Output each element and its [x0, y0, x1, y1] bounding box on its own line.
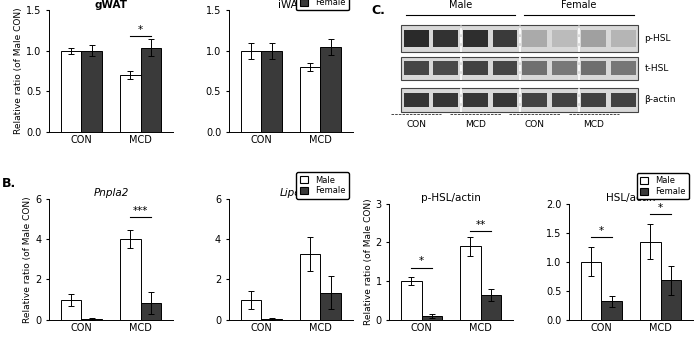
Bar [522, 93, 547, 107]
Text: t-HSL: t-HSL [645, 64, 668, 73]
Bar [433, 30, 459, 47]
Bar [522, 61, 547, 75]
Y-axis label: Relative ratio (of Male CON): Relative ratio (of Male CON) [14, 8, 23, 135]
Legend: Male, Female: Male, Female [296, 172, 349, 198]
Text: C.: C. [371, 4, 385, 17]
Bar [481, 295, 501, 320]
Bar [433, 61, 459, 75]
Bar [401, 57, 638, 80]
Bar [261, 319, 282, 320]
Bar [120, 75, 141, 132]
Bar [404, 61, 428, 75]
Bar [141, 47, 161, 132]
Bar [582, 61, 606, 75]
Title: HSL/actin: HSL/actin [606, 193, 656, 203]
Bar [241, 300, 261, 320]
Text: *: * [138, 25, 143, 35]
Bar [120, 239, 141, 320]
Bar [404, 93, 428, 107]
Bar [433, 93, 459, 107]
Bar [241, 51, 261, 132]
Legend: Male, Female: Male, Female [296, 0, 349, 10]
Bar [601, 301, 622, 320]
Bar [640, 241, 661, 320]
Text: CON: CON [406, 120, 426, 129]
Text: MCD: MCD [465, 120, 486, 129]
Bar [463, 93, 488, 107]
Bar [401, 281, 421, 320]
Y-axis label: Relative ratio (of Male CON): Relative ratio (of Male CON) [363, 198, 372, 325]
Bar [81, 51, 102, 132]
Bar [552, 30, 577, 47]
Text: ***: *** [133, 205, 148, 215]
Text: A.: A. [2, 0, 17, 1]
Bar [522, 30, 547, 47]
Text: B.: B. [2, 177, 16, 190]
Text: β-actin: β-actin [645, 96, 676, 105]
Text: Male: Male [449, 0, 472, 10]
Bar [300, 67, 321, 132]
Text: *: * [599, 226, 604, 236]
Bar [552, 61, 577, 75]
Y-axis label: Relative ratio (of Male CON): Relative ratio (of Male CON) [23, 196, 32, 323]
Title: Lipe: Lipe [280, 188, 302, 198]
Bar [463, 30, 488, 47]
Bar [460, 246, 481, 320]
Bar [581, 262, 601, 320]
Text: CON: CON [525, 120, 545, 129]
Bar [421, 316, 442, 320]
Bar [661, 280, 681, 320]
Title: p-HSL/actin: p-HSL/actin [421, 193, 481, 203]
Text: *: * [658, 203, 663, 213]
Bar [582, 93, 606, 107]
Bar [141, 303, 161, 320]
Bar [611, 61, 636, 75]
Legend: Male, Female: Male, Female [637, 173, 689, 200]
Bar [81, 319, 102, 320]
Text: MCD: MCD [584, 120, 604, 129]
Bar [61, 51, 81, 132]
Bar [493, 30, 517, 47]
Bar [611, 93, 636, 107]
Text: p-HSL: p-HSL [645, 34, 671, 43]
Text: Female: Female [561, 0, 597, 10]
Text: **: ** [475, 220, 486, 230]
Bar [261, 51, 282, 132]
Bar [493, 61, 517, 75]
Title: iWAT: iWAT [278, 0, 303, 10]
Title: Pnpla2: Pnpla2 [93, 188, 129, 198]
Bar [463, 61, 488, 75]
Bar [404, 30, 428, 47]
Bar [61, 300, 81, 320]
Bar [300, 254, 321, 320]
Bar [582, 30, 606, 47]
Bar [321, 47, 341, 132]
Bar [611, 30, 636, 47]
Text: *: * [419, 257, 424, 267]
Bar [552, 93, 577, 107]
Bar [401, 88, 638, 111]
Bar [321, 293, 341, 320]
Bar [493, 93, 517, 107]
Title: gWAT: gWAT [94, 0, 127, 10]
Bar [401, 25, 638, 52]
